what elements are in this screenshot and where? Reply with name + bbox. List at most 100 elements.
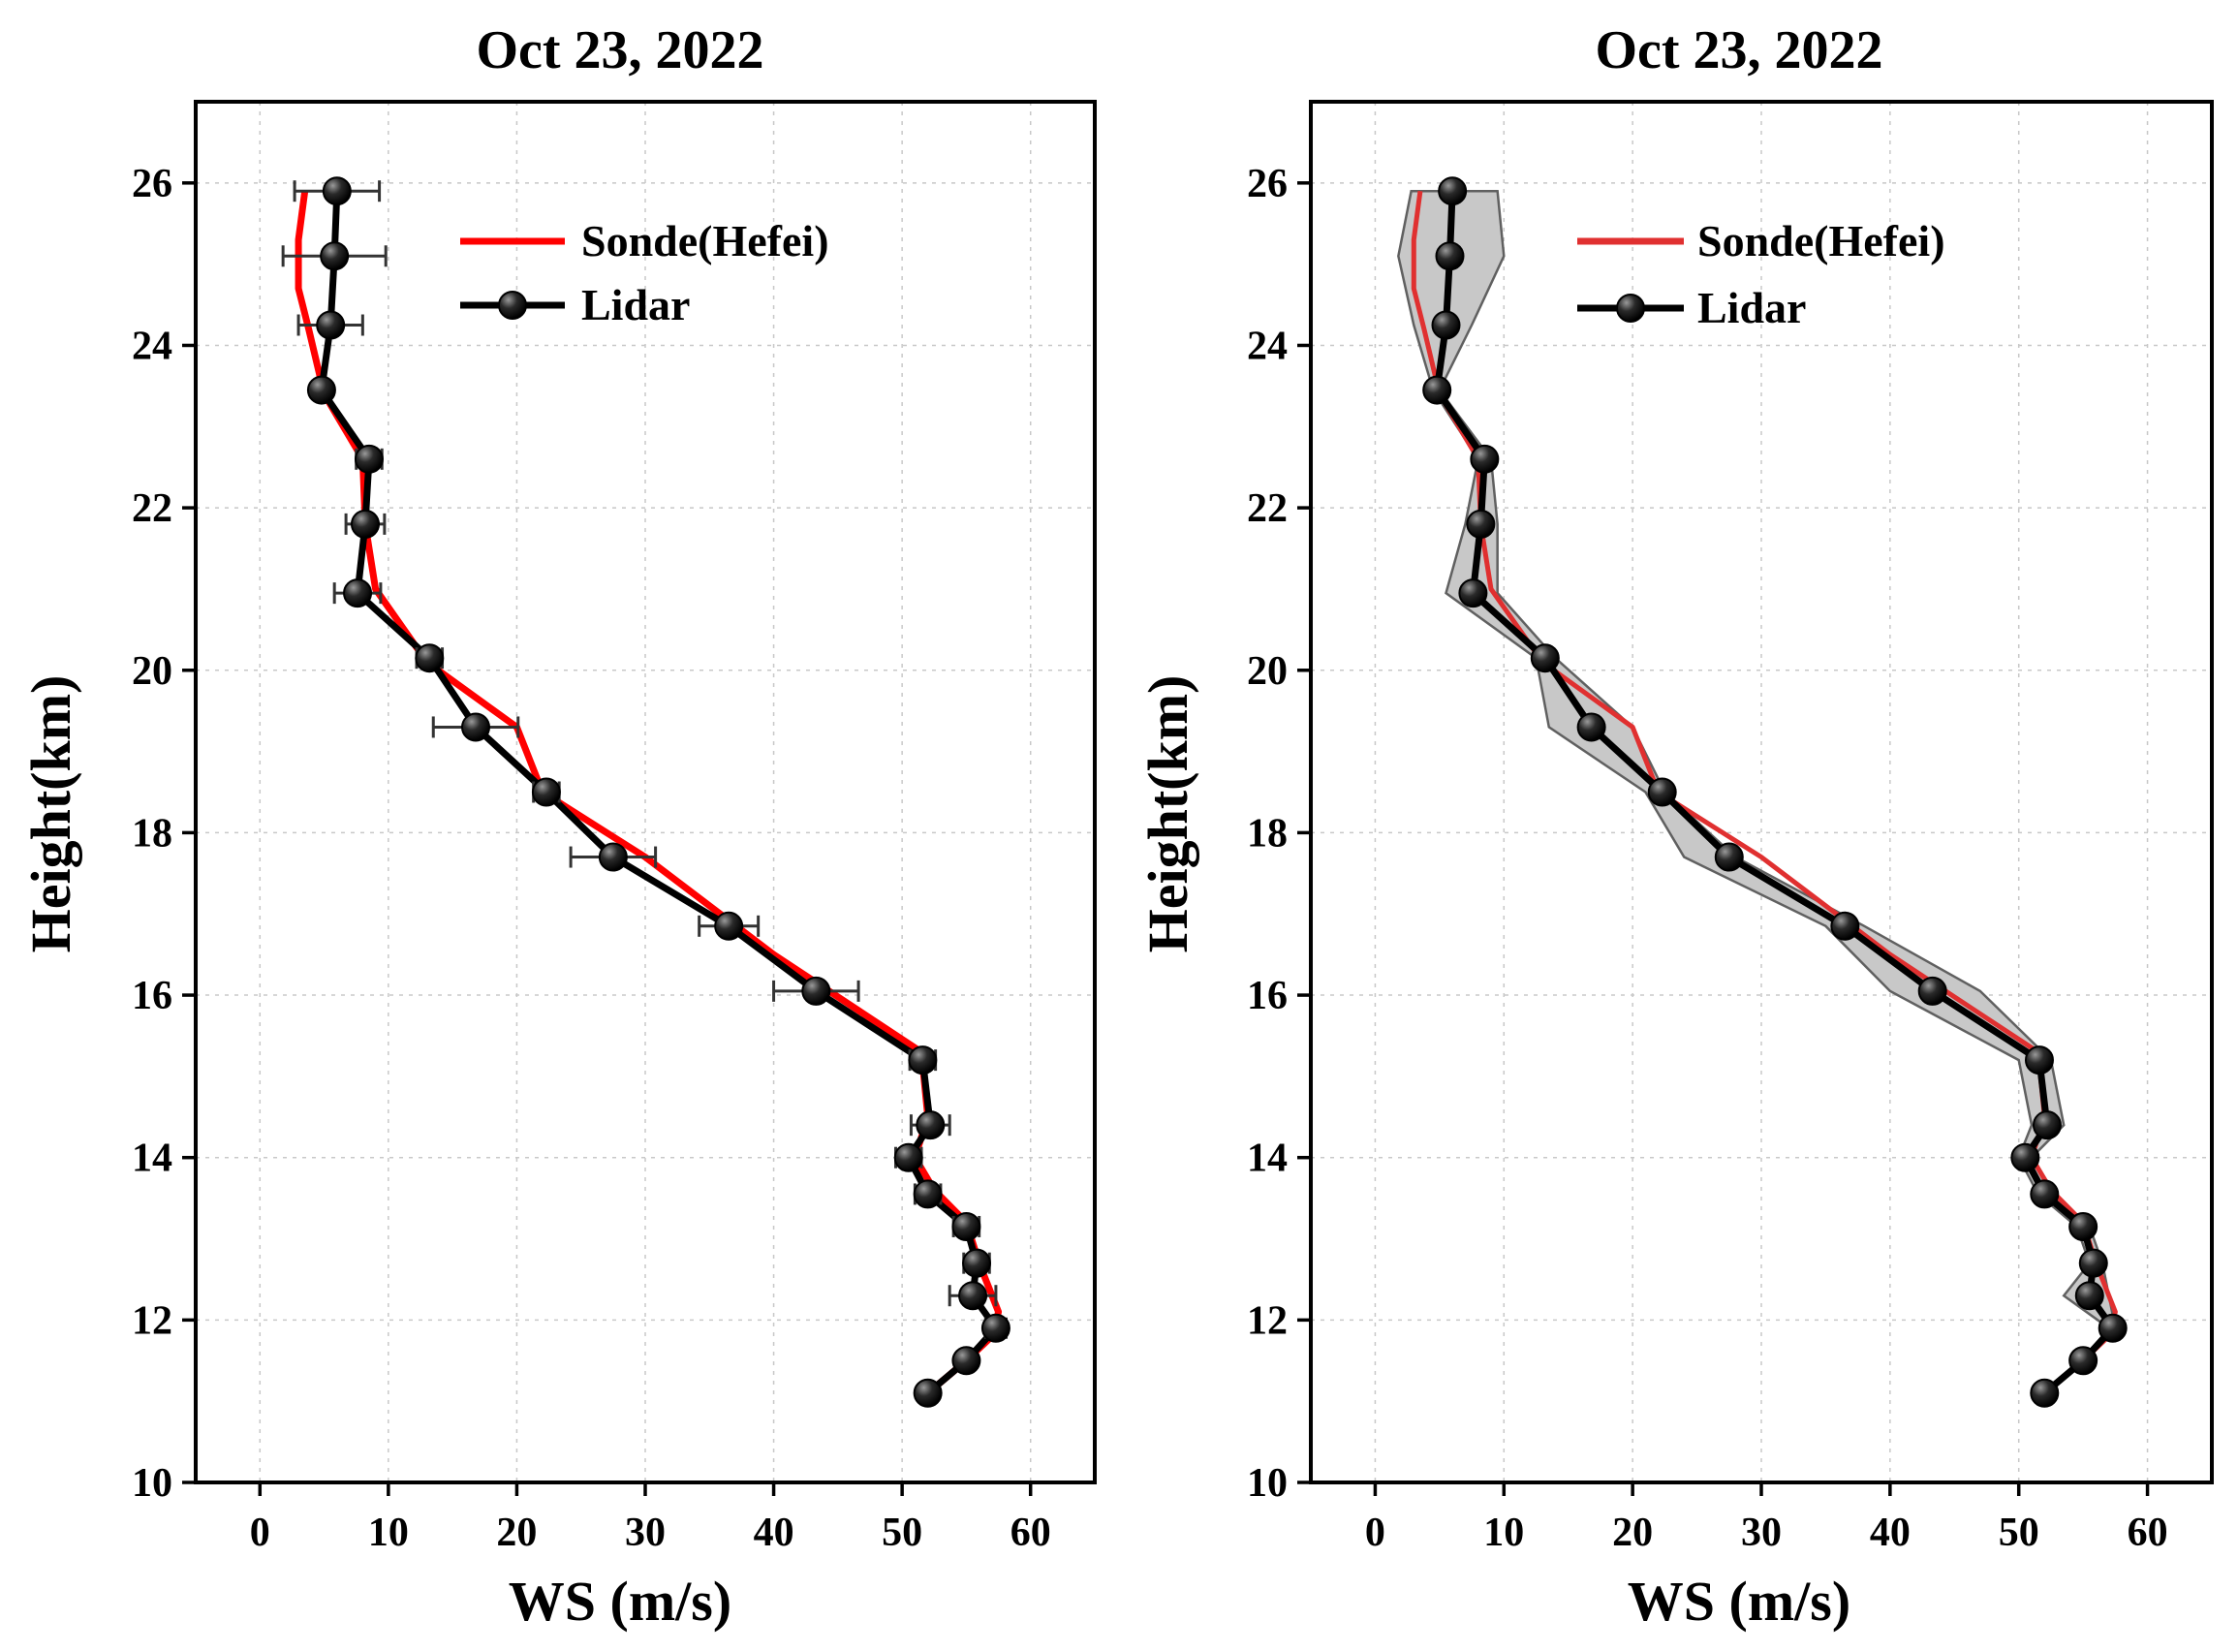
series-layer: [1411, 176, 2128, 1408]
x-tick-label: 60: [1010, 1511, 1051, 1555]
lidar-point: [2024, 1045, 2054, 1075]
x-tick-label: 40: [754, 1511, 794, 1555]
lidar-point: [958, 1281, 988, 1311]
sonde-line: [295, 190, 1003, 1396]
lidar-point: [1466, 509, 1496, 539]
lidar-point: [913, 1179, 943, 1209]
lidar-point: [2078, 1248, 2108, 1278]
y-tick-label: 24: [132, 324, 172, 368]
lidar-point: [916, 1110, 946, 1140]
y-tick-label: 20: [132, 649, 172, 694]
x-tick-label: 20: [1612, 1511, 1653, 1555]
lidar-point: [1830, 911, 1860, 941]
x-tick-label: 10: [368, 1511, 409, 1555]
y-tick-label: 18: [1247, 811, 1288, 856]
lidar-point: [1458, 578, 1488, 608]
lidar-point: [2074, 1281, 2104, 1311]
lidar-point: [2098, 1313, 2128, 1343]
lidar-point: [908, 1045, 938, 1075]
legend-marker-lidar: [1616, 294, 1645, 323]
lidar-point: [2068, 1211, 2098, 1241]
x-tick-label: 50: [882, 1511, 922, 1555]
lidar-point: [531, 777, 561, 807]
lidar-point: [343, 578, 373, 608]
ticks: 0 10 20 30 40 50 60 10 12 14 16 18 20 22 24 26: [1247, 162, 2168, 1555]
lidar-point: [415, 643, 445, 673]
lidar-point: [322, 176, 352, 206]
lidar-point: [1422, 375, 1452, 405]
lidar-point: [913, 1378, 943, 1408]
lidar-point: [350, 509, 380, 539]
y-tick-label: 16: [132, 974, 172, 1018]
lidar-point: [1576, 712, 1606, 742]
legend: Sonde(Hefei) Lidar: [460, 216, 829, 329]
y-tick-label: 10: [132, 1461, 172, 1506]
uncertainty-band: [1397, 189, 2117, 1394]
lidar-point: [1647, 777, 1677, 807]
uncertainty-band-area: [1397, 189, 2117, 1394]
y-axis-label: Height(km): [19, 675, 82, 953]
legend: Sonde(Hefei) Lidar: [1577, 216, 1945, 332]
lidar-point: [980, 1313, 1010, 1343]
y-tick-label: 10: [1247, 1461, 1288, 1506]
series-layer: [281, 176, 1010, 1408]
chart-title: Oct 23, 2022: [1595, 20, 1882, 80]
left-panel: Oct 23, 2022 0 10 20 30 40 50 60 10 12 14 16 18 20 22…: [19, 20, 1097, 1633]
y-tick-label: 22: [132, 486, 172, 531]
lidar-point: [1470, 444, 1500, 474]
lidar-point: [1438, 176, 1468, 206]
grid: [1311, 102, 2212, 1483]
x-tick-label: 50: [1999, 1511, 2039, 1555]
lidar-point: [801, 976, 831, 1006]
lidar-point: [2032, 1110, 2062, 1140]
lidar-point: [1714, 842, 1744, 872]
x-tick-label: 60: [2128, 1511, 2168, 1555]
legend-label-sonde: Sonde(Hefei): [1697, 216, 1945, 265]
lidar-point: [714, 911, 744, 941]
right-panel: Oct 23, 2022 0 10 20 30 40 50 60 10 12 14 16 18 20 22…: [1136, 20, 2214, 1633]
x-tick-label: 40: [1870, 1511, 1911, 1555]
lidar-point: [893, 1142, 923, 1172]
lidar-point: [354, 444, 384, 474]
ticks: 0 10 20 30 40 50 60 10 12 14 16 18 20 22 24 26: [132, 162, 1051, 1555]
y-tick-label: 14: [132, 1137, 172, 1181]
lidar-point: [1917, 976, 1947, 1006]
legend-label-lidar: Lidar: [581, 280, 690, 329]
chart-title: Oct 23, 2022: [476, 20, 763, 80]
lidar-point: [1431, 310, 1461, 340]
lidar-point: [962, 1248, 992, 1278]
lidar-point: [1435, 241, 1465, 271]
lidar-point: [461, 712, 491, 742]
legend-label-lidar: Lidar: [1697, 283, 1806, 332]
lidar-point: [1530, 643, 1560, 673]
lidar-point: [320, 241, 350, 271]
lidar-line: [1433, 191, 2117, 1396]
x-tick-label: 20: [496, 1511, 537, 1555]
y-tick-label: 20: [1247, 649, 1288, 694]
y-tick-label: 14: [1247, 1137, 1288, 1181]
y-tick-label: 22: [1247, 486, 1288, 531]
lidar-line: [318, 191, 1000, 1396]
lidar-point: [316, 310, 346, 340]
y-tick-label: 26: [1247, 162, 1288, 206]
x-tick-label: 0: [250, 1511, 270, 1555]
x-tick-label: 0: [1365, 1511, 1385, 1555]
x-axis-label: WS (m/s): [509, 1570, 731, 1633]
legend-marker-lidar: [498, 291, 527, 320]
y-tick-label: 26: [132, 162, 172, 206]
sonde-line: [1411, 190, 2118, 1395]
y-tick-label: 18: [132, 811, 172, 856]
lidar-point: [951, 1346, 981, 1376]
x-tick-label: 30: [1741, 1511, 1782, 1555]
grid: [196, 102, 1095, 1483]
lidar-point: [2030, 1179, 2060, 1209]
y-axis-label: Height(km): [1136, 675, 1199, 953]
legend-label-sonde: Sonde(Hefei): [581, 216, 829, 265]
lidar-point: [951, 1211, 981, 1241]
x-tick-label: 10: [1483, 1511, 1524, 1555]
lidar-point: [2068, 1346, 2098, 1376]
lidar-point: [306, 375, 336, 405]
lidar-point: [2030, 1378, 2060, 1408]
y-tick-label: 12: [132, 1298, 172, 1343]
